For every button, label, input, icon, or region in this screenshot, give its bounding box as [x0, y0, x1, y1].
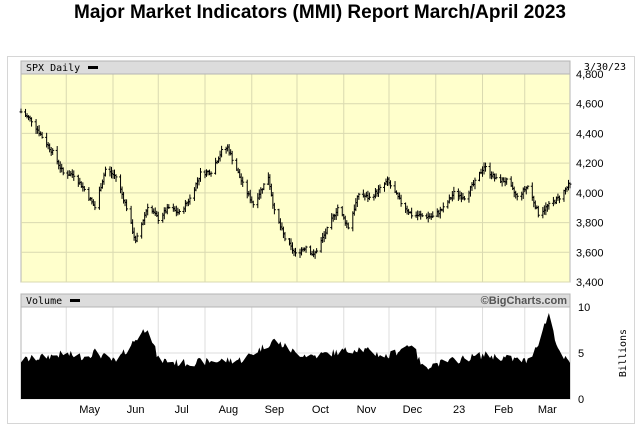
volume-axis-label: Billions — [618, 329, 629, 377]
volume-tick-label: 0 — [578, 394, 584, 406]
price-tick-label: 3,400 — [576, 277, 604, 289]
x-tick-label: Jul — [175, 404, 189, 416]
volume-tick-label: 5 — [578, 348, 584, 360]
x-tick-label: Oct — [312, 404, 329, 416]
series-name: SPX Daily — [26, 63, 80, 74]
x-tick-label: Nov — [357, 404, 377, 416]
x-tick-label: Dec — [403, 404, 423, 416]
volume-header — [20, 293, 571, 308]
price-tick-label: 4,400 — [576, 128, 604, 140]
volume-title: Volume — [26, 296, 62, 307]
price-tick-label: 4,000 — [576, 188, 604, 200]
volume-legend-swatch — [70, 299, 80, 302]
x-tick-label: May — [79, 404, 100, 416]
price-panel — [20, 73, 571, 283]
price-tick-label: 4,800 — [576, 69, 604, 81]
volume-area — [21, 312, 570, 399]
x-tick-label: Feb — [494, 404, 513, 416]
price-tick-label: 4,200 — [576, 158, 604, 170]
page-title: Major Market Indicators (MMI) Report Mar… — [74, 2, 566, 23]
price-tick-label: 4,600 — [576, 99, 604, 111]
price-tick-label: 3,600 — [576, 247, 604, 259]
x-tick-label: 23 — [453, 404, 465, 416]
chart-credit: ©BigCharts.com — [481, 295, 568, 307]
date-label: 3/30/23 — [584, 62, 626, 73]
volume-tick-label: 10 — [578, 302, 590, 314]
series-legend-swatch — [88, 66, 98, 69]
price-tick-label: 3,800 — [576, 218, 604, 230]
x-tick-label: Mar — [538, 404, 557, 416]
x-tick-label: Sep — [265, 404, 285, 416]
x-tick-label: Jun — [127, 404, 145, 416]
x-tick-label: Aug — [219, 404, 239, 416]
price-header — [20, 60, 571, 75]
